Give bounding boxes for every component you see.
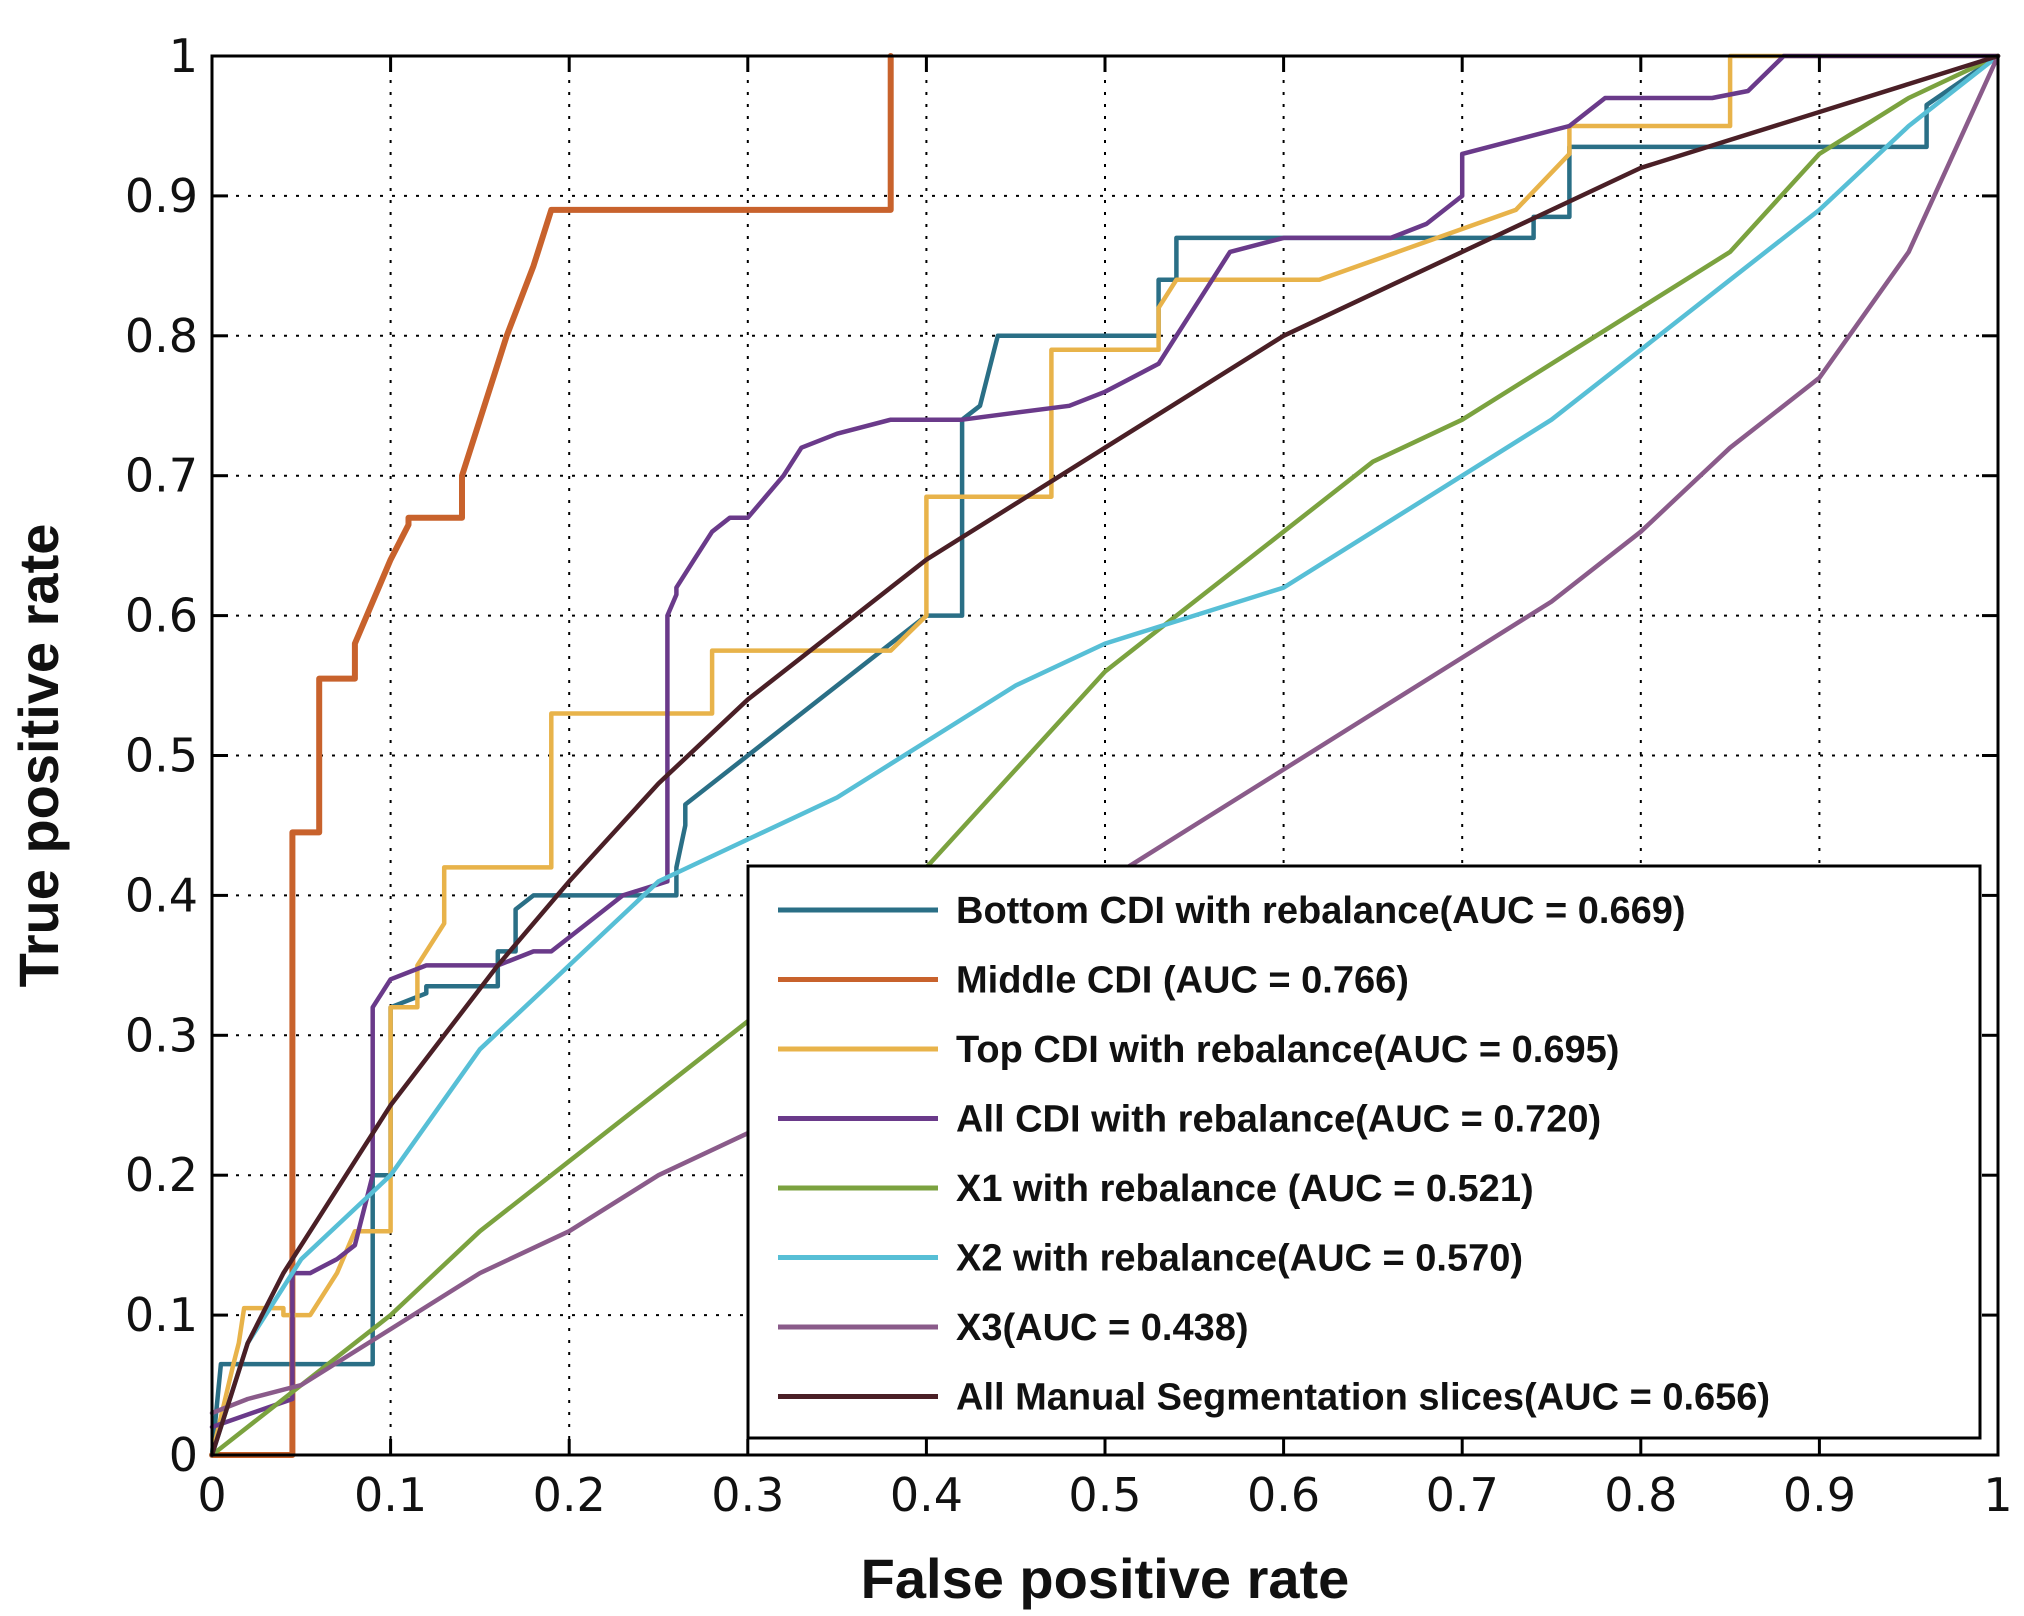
series-line-4 <box>209 53 2001 1430</box>
x-tick-label: 0.8 <box>1604 1468 1677 1522</box>
y-tick-label: 0.4 <box>125 868 198 922</box>
x-tick-label: 0.4 <box>890 1468 963 1522</box>
legend-label: All CDI with rebalance(AUC = 0.720) <box>956 1099 1601 1141</box>
axis-ticks: 0 0.1 0.2 0.3 0.4 0.5 0.6 0.7 0.8 0.9 1 0 0.1 0.2 0.3 0… <box>125 29 2013 1522</box>
legend-label: All Manual Segmentation slices(AUC = 0.6… <box>956 1377 1770 1419</box>
legend-label: Bottom CDI with rebalance(AUC = 0.669) <box>956 890 1686 932</box>
x-tick-label: 0.5 <box>1068 1468 1141 1522</box>
legend-label: Middle CDI (AUC = 0.766) <box>956 960 1409 1002</box>
y-tick-label: 1 <box>169 29 198 83</box>
y-tick-label: 0.9 <box>125 169 198 223</box>
y-tick-label: 0.3 <box>125 1008 198 1062</box>
y-tick-label: 0 <box>169 1428 198 1482</box>
y-tick-label: 0.2 <box>125 1148 198 1202</box>
y-tick-label: 0.7 <box>125 449 198 503</box>
legend-box <box>746 864 1982 1440</box>
x-tick-label: 0.7 <box>1426 1468 1499 1522</box>
y-tick-label: 0.5 <box>125 729 198 783</box>
series-line-1 <box>209 53 2001 1458</box>
series-line-8 <box>209 53 2001 1458</box>
y-axis-title: True positive rate <box>7 524 70 988</box>
series-lines <box>209 53 2001 1458</box>
x-axis-title: False positive rate <box>861 1547 1350 1610</box>
y-tick-label: 0.1 <box>125 1288 198 1342</box>
x-tick-label: 0.6 <box>1247 1468 1320 1522</box>
y-tick-label: 0.6 <box>125 589 198 643</box>
series-line-5 <box>209 53 2001 1458</box>
x-tick-label: 0.2 <box>533 1468 606 1522</box>
legend-label: Top CDI with rebalance(AUC = 0.695) <box>956 1029 1619 1071</box>
series-line-2 <box>209 53 894 1458</box>
legend-label: X3(AUC = 0.438) <box>956 1307 1249 1349</box>
series-line-3 <box>209 53 2001 1458</box>
legend-label: X2 with rebalance(AUC = 0.570) <box>956 1238 1523 1280</box>
x-tick-label: 1 <box>1983 1468 2012 1522</box>
x-tick-label: 0 <box>197 1468 226 1522</box>
y-tick-label: 0.8 <box>125 309 198 363</box>
x-tick-label: 0.3 <box>711 1468 784 1522</box>
x-tick-label: 0.1 <box>354 1468 427 1522</box>
x-tick-label: 0.9 <box>1783 1468 1856 1522</box>
series-line-6 <box>209 53 2001 1458</box>
legend-label: X1 with rebalance (AUC = 0.521) <box>956 1168 1534 1210</box>
legend: Bottom CDI with rebalance(AUC = 0.669) Mi… <box>746 864 1982 1440</box>
